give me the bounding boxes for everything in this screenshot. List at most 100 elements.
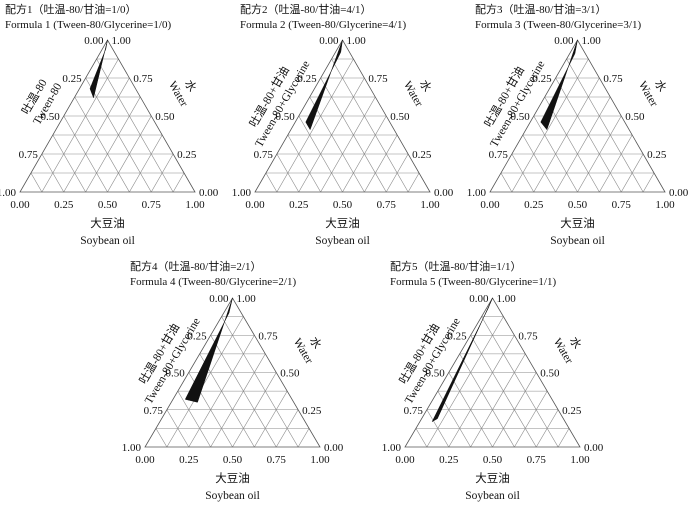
ternary-chart-5: 0.000.00 1.000.250.25 0.750.500.50 0.500.75… [382, 259, 604, 502]
left-tick-label: 0.75 [404, 405, 424, 417]
bottom-tick-label: 0.50 [98, 199, 118, 211]
chart-title-cn: 配方3（吐温-80/甘油=3/1） [475, 2, 606, 16]
bottom-tick-label: 0.00 [10, 199, 30, 211]
bottom-tick-label: 1.00 [655, 199, 675, 211]
left-tick-label: 0.25 [62, 73, 82, 85]
grid-line [437, 390, 471, 448]
bottom-tick-label: 0.75 [527, 454, 547, 466]
left-tick-label: 0.00 [319, 35, 339, 47]
grid-line [287, 134, 321, 193]
grid-line [221, 316, 299, 448]
right-tick-label: 0.50 [540, 368, 560, 380]
left-tick-label: 0.25 [187, 330, 207, 342]
grid-line [52, 134, 86, 193]
bottom-axis-label-cn: 大豆油 [215, 471, 250, 485]
grid-line [265, 172, 278, 193]
ternary-chart-1: 0.000.00 1.000.250.25 0.750.500.50 0.500.75… [0, 2, 219, 247]
right-tick-label: 0.50 [280, 368, 300, 380]
bottom-tick-label: 1.00 [420, 199, 440, 211]
ternary-chart-2: 0.000.00 1.000.250.25 0.750.500.50 0.500.75… [232, 2, 454, 247]
right-tick-label: 1.00 [582, 35, 602, 47]
left-tick-label: 0.75 [489, 149, 509, 161]
grid-line [210, 353, 266, 448]
chart-title-cn: 配方5（吐温-80/甘油=1/1） [390, 259, 521, 273]
microemulsion-region [540, 39, 578, 131]
bottom-axis-label-en: Soybean oil [205, 490, 260, 502]
bottom-tick-label: 1.00 [570, 454, 590, 466]
bottom-tick-label: 1.00 [185, 199, 205, 211]
ternary-chart-3: 0.000.00 1.000.250.25 0.750.500.50 0.500.75… [467, 2, 689, 247]
chart-title-en: Formula 5 (Tween-80/Glycerine=1/1) [390, 276, 556, 288]
right-tick-label: 0.75 [368, 73, 388, 85]
left-tick-label: 1.00 [382, 442, 402, 454]
triangle-frame [489, 39, 666, 193]
left-tick-label: 1.00 [122, 442, 142, 454]
bottom-tick-label: 0.00 [395, 454, 415, 466]
left-tick-label: 0.25 [447, 330, 467, 342]
right-tick-label: 0.25 [177, 149, 197, 161]
grid-line [320, 96, 376, 193]
right-tick-label: 0.75 [518, 330, 538, 342]
right-tick-label: 0.25 [302, 405, 322, 417]
right-tick-label: 0.00 [199, 187, 219, 199]
right-tick-label: 0.75 [603, 73, 623, 85]
bottom-axis-label-en: Soybean oil [465, 490, 520, 502]
bottom-tick-label: 0.00 [480, 199, 500, 211]
bottom-axis-label-cn: 大豆油 [90, 216, 125, 230]
right-tick-label: 0.50 [625, 111, 645, 123]
bottom-tick-label: 0.75 [142, 199, 162, 211]
triangle-frame [404, 297, 581, 448]
left-tick-label: 0.75 [144, 405, 164, 417]
right-tick-label: 0.00 [434, 187, 454, 199]
grid-line [599, 134, 633, 193]
grid-line [415, 428, 428, 448]
right-tick-label: 0.00 [669, 187, 689, 199]
microemulsion-region [305, 39, 343, 131]
grid-line [407, 172, 420, 193]
bottom-tick-label: 0.75 [377, 199, 397, 211]
left-tick-label: 0.50 [276, 111, 296, 123]
grid-line [276, 58, 354, 193]
triangle-frame [254, 39, 431, 193]
bottom-tick-label: 0.25 [289, 199, 309, 211]
grid-line [74, 96, 130, 193]
left-tick-label: 0.50 [166, 368, 186, 380]
grid-line [555, 96, 611, 193]
grid-line [481, 316, 559, 448]
grid-line [297, 428, 310, 448]
grid-line [155, 428, 168, 448]
bottom-axis-label-en: Soybean oil [80, 235, 135, 247]
bottom-tick-label: 0.25 [439, 454, 459, 466]
grid-line [470, 353, 526, 448]
grid-line [177, 390, 211, 448]
grid-line [642, 172, 655, 193]
chart-title-en: Formula 2 (Tween-80/Glycerine=4/1) [240, 19, 406, 31]
right-tick-label: 0.25 [562, 405, 582, 417]
ternary-chart-4: 0.000.00 1.000.250.25 0.750.500.50 0.500.75… [122, 259, 344, 502]
triangle-frame [144, 297, 321, 448]
bottom-axis-label-en: Soybean oil [315, 235, 370, 247]
triangle-frame [19, 39, 196, 193]
grid [415, 316, 570, 448]
left-tick-label: 0.00 [209, 293, 229, 305]
left-tick-label: 1.00 [232, 187, 252, 199]
chart-title-cn: 配方4（吐温-80/甘油=2/1） [130, 259, 261, 273]
right-tick-label: 0.50 [390, 111, 410, 123]
grid-line [426, 316, 504, 448]
grid-line [511, 58, 589, 193]
grid-line [566, 58, 644, 193]
bottom-tick-label: 0.50 [223, 454, 243, 466]
grid-line [85, 96, 141, 193]
grid-line [557, 428, 570, 448]
chart-title-cn: 配方2（吐温-80/甘油=4/1） [240, 2, 371, 16]
grid-line [166, 316, 244, 448]
bottom-axis-label-en: Soybean oil [550, 235, 605, 247]
bottom-tick-label: 0.25 [524, 199, 544, 211]
left-tick-label: 0.75 [254, 149, 274, 161]
grid-line [522, 134, 556, 193]
left-tick-label: 0.50 [41, 111, 61, 123]
left-tick-label: 0.25 [297, 73, 317, 85]
grid-line [500, 172, 513, 193]
grid [265, 58, 420, 193]
bottom-axis-label-cn: 大豆油 [325, 216, 360, 230]
